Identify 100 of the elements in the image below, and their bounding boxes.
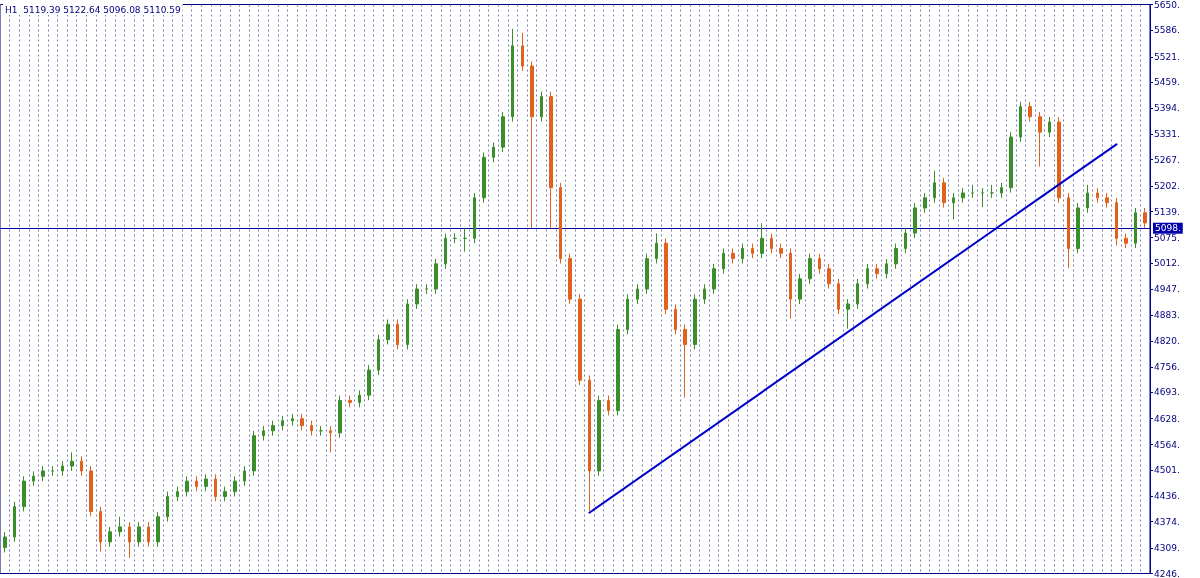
candlestick [952,192,955,220]
candlestick [789,247,792,320]
candlestick [1076,202,1080,254]
candlestick [703,283,706,305]
candlestick [108,526,112,548]
candlestick [933,170,936,204]
candlestick [837,278,840,315]
candlestick [262,425,265,442]
candlestick [70,451,74,472]
candlestick [214,473,217,502]
candlestick [22,475,26,512]
candlestick [923,192,927,214]
candlestick [521,32,524,72]
candlestick [482,151,486,204]
candlestick [645,253,649,295]
candlestick [166,491,169,523]
candlestick [386,318,390,346]
y-tick-label: 5331. [1154,128,1180,139]
candlestick [492,141,495,163]
candlestick [856,278,859,310]
candlestick [300,413,304,431]
candlestick [329,425,332,453]
candlestick [636,283,639,305]
candlestick [310,420,313,437]
candlestick [473,192,476,244]
y-tick-label: 4628. [1154,413,1180,424]
candlestick [61,460,64,477]
candlestick [664,237,668,315]
candlestick [741,243,744,264]
candlestick [894,243,898,270]
candlestick [358,389,361,408]
candlestick [712,263,716,295]
y-tick-label: 4947. [1154,284,1180,295]
candlestick [137,521,141,548]
y-tick-label: 4436. [1154,491,1180,502]
candlestick [291,413,294,427]
candlestick [990,184,994,199]
candlestick [434,258,438,295]
candlestick [511,28,514,123]
ref-line-label: 5098. [1155,223,1181,234]
candlestick [846,298,850,330]
candlestick [41,465,45,482]
candlestick [233,475,237,497]
y-tick-label: 5459. [1154,76,1180,87]
candlestick [463,227,467,253]
candlestick [444,232,447,270]
candlestick [827,263,831,290]
candlestick [99,506,102,553]
y-tick-label: 4246. [1154,568,1180,578]
candlestick [731,247,735,264]
candlestick [808,253,812,285]
candlestick [779,243,783,259]
y-tick-label: 4501. [1154,465,1180,476]
candlestick [1143,207,1147,229]
y-tick-label: 4756. [1154,361,1180,372]
y-tick-label: 4309. [1154,542,1180,553]
candlestick [1115,197,1118,247]
y-tick-label: 5394. [1154,103,1180,114]
candlestick [597,395,601,477]
y-tick-label: 4820. [1154,335,1180,346]
candlestick [252,430,256,477]
y-tick-label: 5586. [1154,25,1180,36]
candlestick [195,475,198,492]
candlestick [3,531,7,553]
candlestick [367,364,371,401]
candlestick [540,91,543,123]
y-tick-label: 5202. [1154,181,1180,192]
candlestick [406,298,409,350]
candlestick [885,258,888,279]
candlestick [760,222,764,259]
y-tick-label: 5521. [1154,51,1180,62]
candlestick [693,293,697,350]
candlestick [501,111,505,153]
candlestick [147,521,150,548]
candlestick [377,334,380,376]
candlestick [1038,111,1042,168]
candlestick [1105,192,1109,209]
candlestick [185,475,189,497]
candlestick [1067,192,1070,269]
candlestick [607,395,610,416]
candlestick [1028,101,1032,123]
candlestick [942,177,946,209]
y-tick-label: 5012. [1154,258,1180,269]
candlestick [674,303,677,335]
candlestick [396,318,399,350]
candlestick [549,91,553,229]
candlestick [348,395,352,408]
candlestick [204,473,208,492]
candlestick [243,465,246,487]
candlestick [1009,131,1013,194]
candlestick [128,521,131,559]
candlestick [616,324,620,416]
candlestick [798,273,802,305]
candlestick [568,253,572,305]
candlestick [89,465,93,517]
candlestick [1086,184,1089,214]
candlestick [13,501,16,543]
y-tick-label: 5139. [1154,206,1180,217]
candlestick [655,232,658,264]
y-tick-label: 5267. [1154,154,1180,165]
